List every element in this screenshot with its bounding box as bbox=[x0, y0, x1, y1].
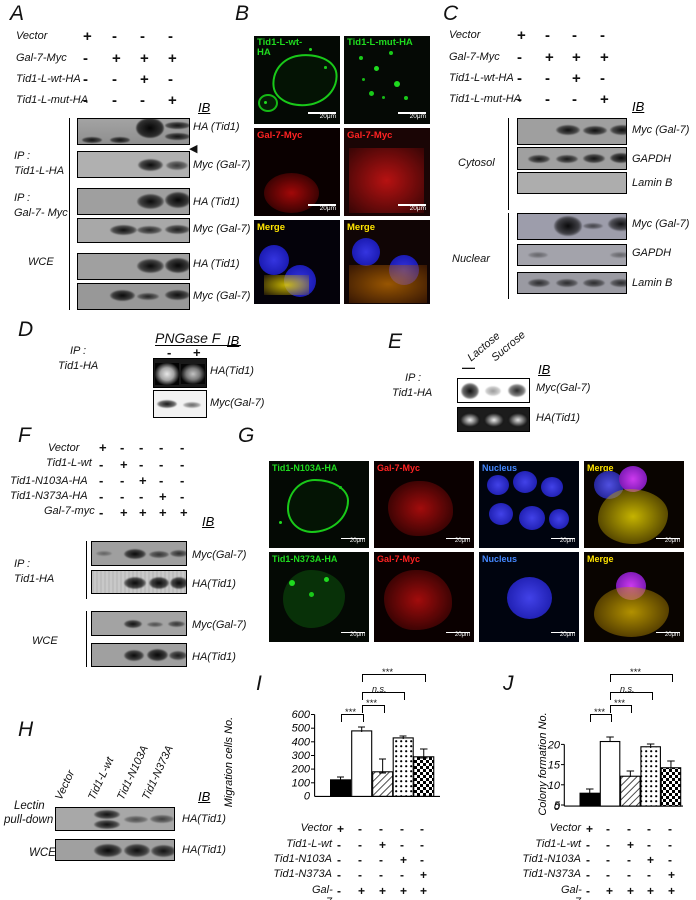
svg-text:300: 300 bbox=[292, 750, 311, 762]
svg-text:600: 600 bbox=[292, 709, 311, 721]
svg-text:15: 15 bbox=[548, 760, 561, 772]
svg-text:100: 100 bbox=[292, 777, 311, 789]
svg-text:10: 10 bbox=[548, 780, 561, 792]
svg-text:400: 400 bbox=[292, 736, 311, 748]
svg-text:0: 0 bbox=[304, 791, 311, 803]
svg-text:20: 20 bbox=[547, 740, 561, 752]
svg-text:500: 500 bbox=[292, 723, 311, 735]
svg-text:200: 200 bbox=[291, 764, 311, 776]
svg-text:0: 0 bbox=[554, 801, 561, 813]
